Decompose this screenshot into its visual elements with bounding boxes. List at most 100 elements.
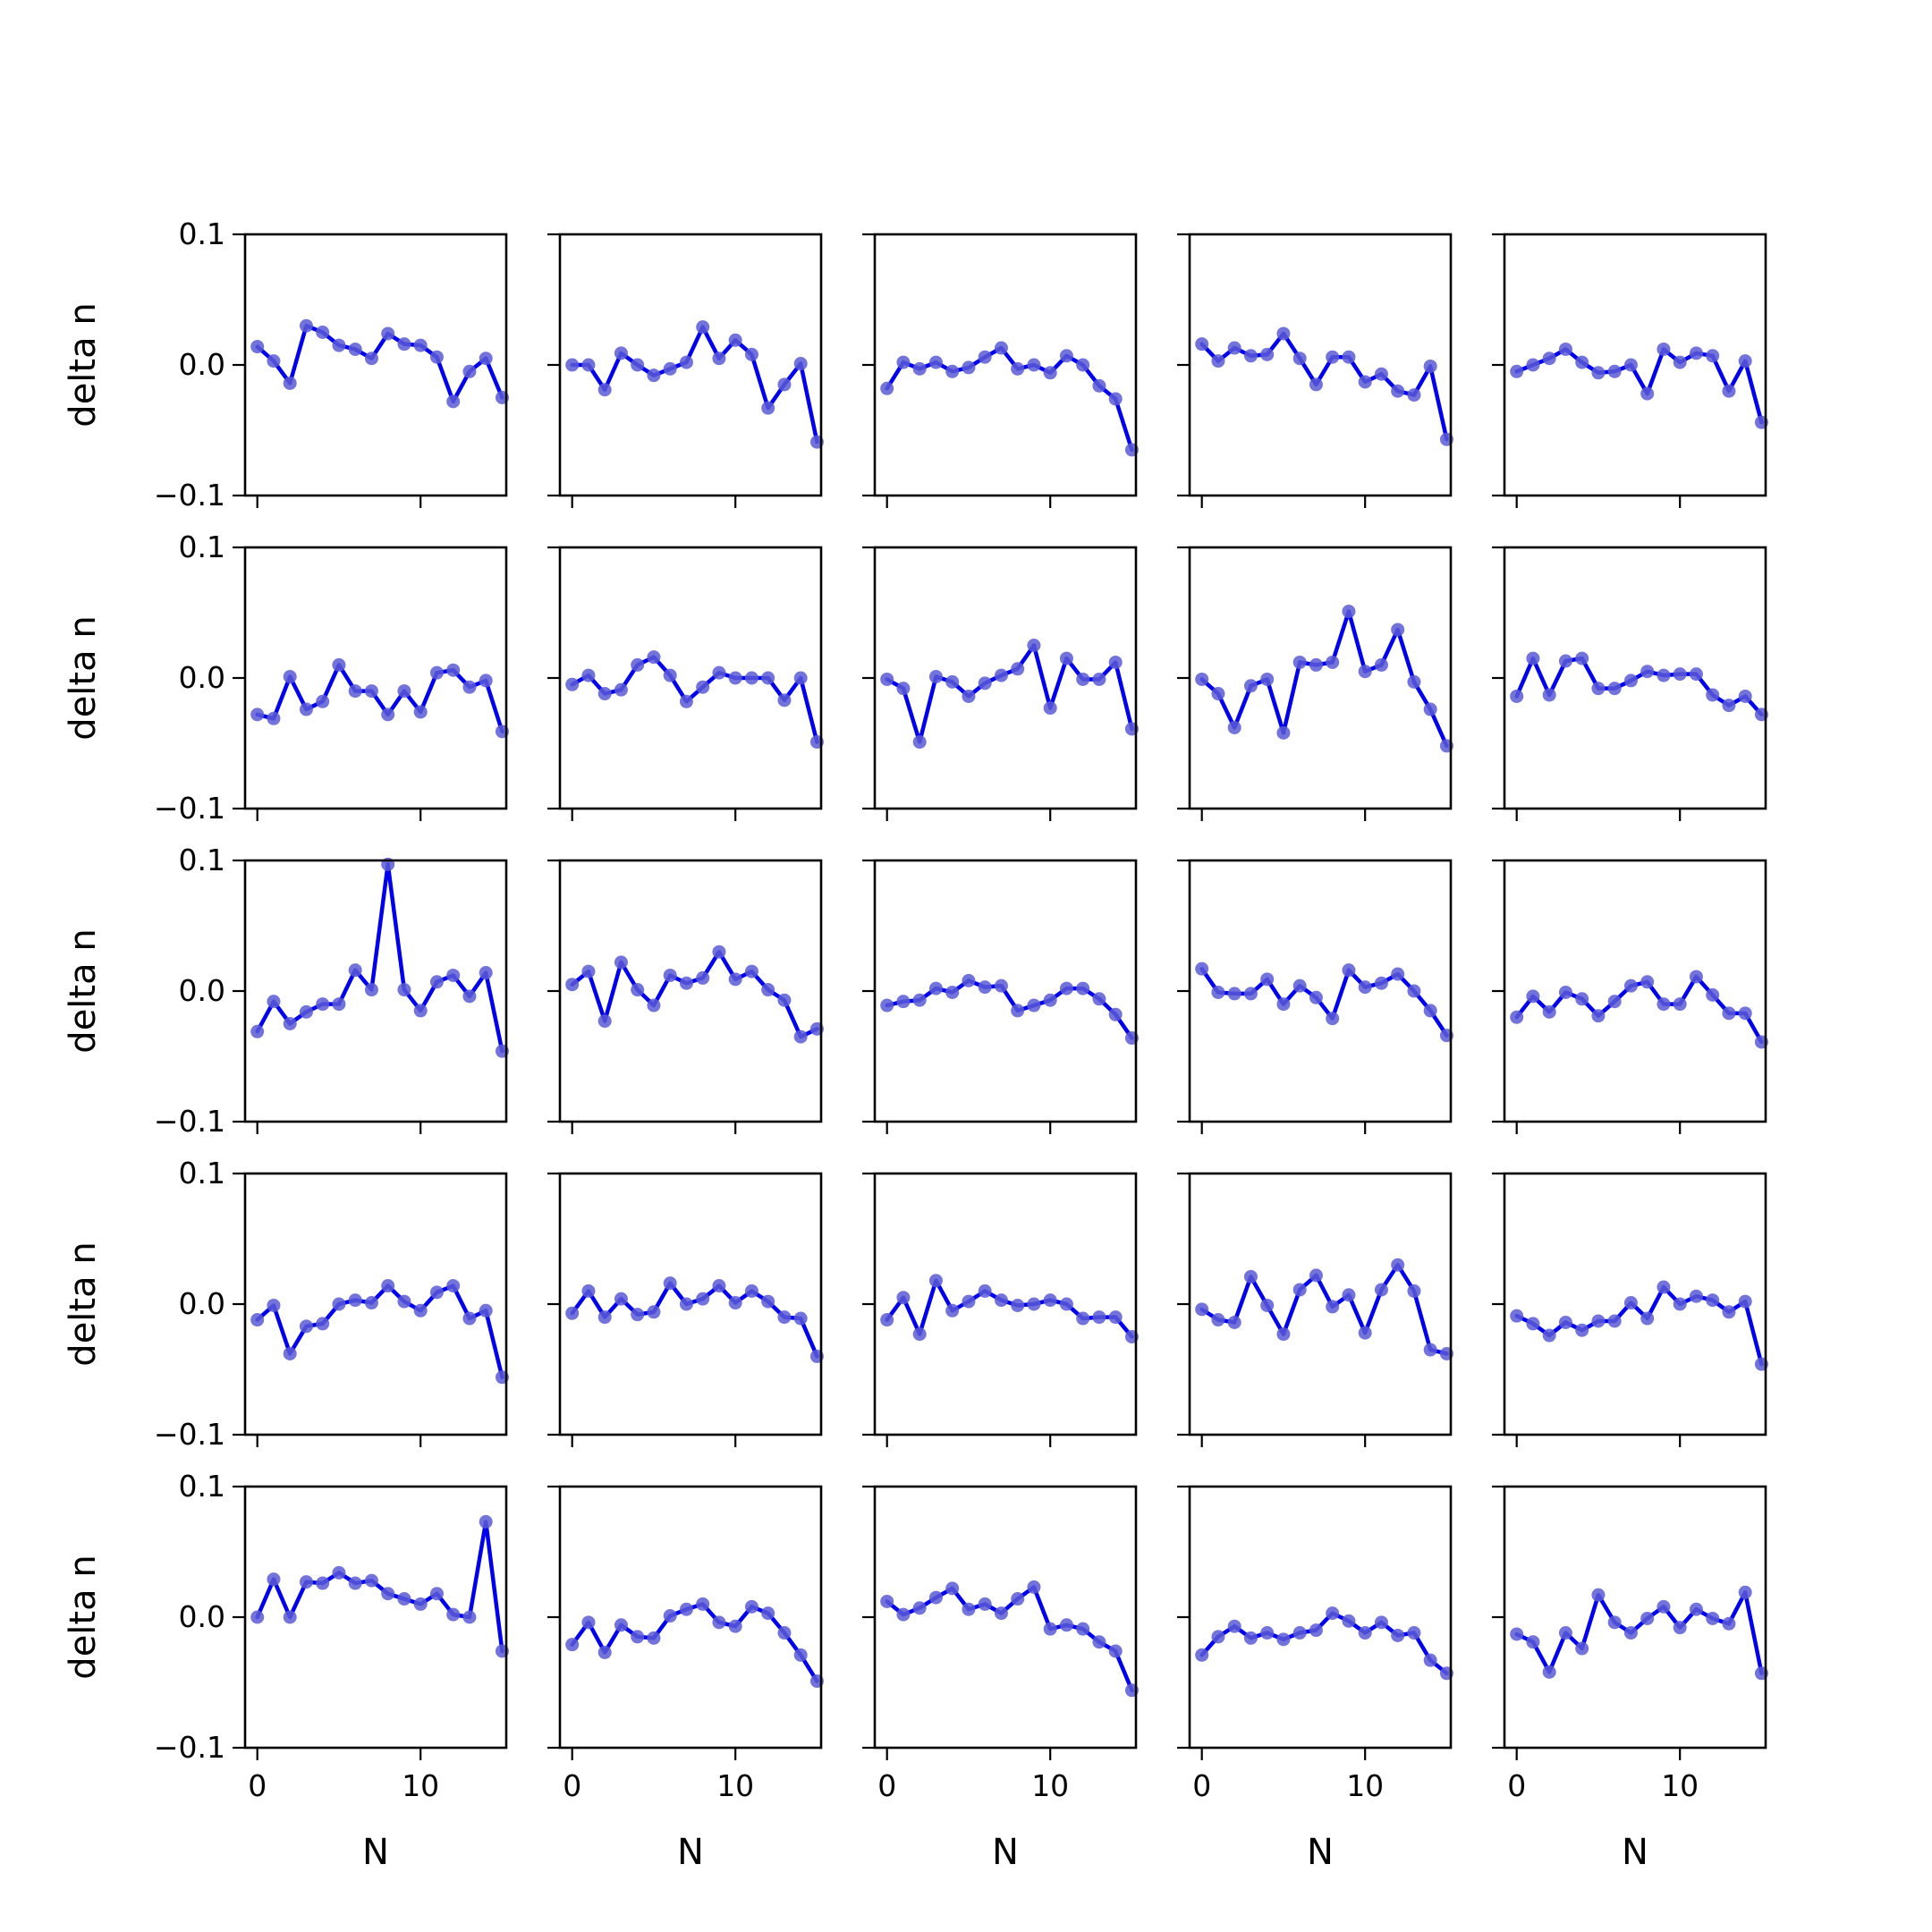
data-point: [1108, 1007, 1123, 1021]
data-point: [712, 665, 726, 680]
subplot-4-3: 0 10 N: [1177, 1485, 1453, 1873]
data-point: [761, 1606, 775, 1621]
series-line: [255, 862, 504, 1054]
data-point: [777, 993, 792, 1007]
data-point: [316, 997, 330, 1012]
data-point: [1309, 377, 1323, 392]
data-point: [1027, 639, 1041, 652]
subplot-0-3: [1177, 233, 1453, 508]
x-axis-label: N: [1307, 1832, 1334, 1873]
subplot-1-4: [1492, 546, 1768, 821]
data-point: [1722, 1616, 1736, 1631]
data-point: [1689, 346, 1703, 360]
data-point: [283, 1017, 297, 1030]
data-point: [565, 1306, 580, 1320]
data-point: [597, 1310, 612, 1325]
data-point: [1673, 997, 1687, 1012]
data-point: [945, 674, 960, 689]
data-point: [1391, 1628, 1405, 1642]
data-point: [381, 1279, 395, 1293]
x-tick-label: 0: [563, 1768, 581, 1803]
data-point: [250, 1313, 265, 1327]
data-point: [978, 1597, 992, 1611]
y-tick-label: 0.0: [179, 347, 225, 382]
series-line: [570, 949, 819, 1039]
data-point: [647, 369, 661, 383]
data-point: [479, 1514, 493, 1529]
data-point: [1374, 367, 1388, 381]
x-axis-label: N: [362, 1832, 389, 1873]
data-point: [462, 364, 477, 378]
data-point: [1738, 354, 1752, 369]
data-point: [962, 1602, 976, 1616]
data-point: [896, 355, 911, 369]
data-point: [397, 983, 411, 997]
series-line: [1514, 656, 1764, 717]
data-point: [316, 1317, 330, 1331]
data-point: [250, 340, 265, 354]
y-axis-label: delta n: [63, 615, 104, 740]
data-point: [1423, 359, 1437, 373]
data-point: [1706, 688, 1720, 702]
data-point: [429, 350, 444, 364]
data-point: [332, 1565, 346, 1580]
subplot-3-1: [547, 1172, 824, 1447]
data-point: [1309, 990, 1323, 1004]
data-point: [1195, 672, 1209, 686]
data-point: [1243, 349, 1258, 363]
subplot-grid: −0.1 0.0 0.1 delta n −0.1 0.0 0.1 delta n −0.1 0.…: [63, 216, 1768, 1873]
data-point: [581, 358, 596, 372]
data-point: [1623, 1626, 1638, 1640]
data-point: [1738, 1585, 1752, 1599]
data-point: [1591, 682, 1606, 696]
data-point: [1640, 386, 1655, 401]
subplot-2-2: [862, 859, 1139, 1134]
data-point: [614, 1618, 628, 1632]
data-point: [663, 361, 677, 376]
data-point: [1558, 1626, 1572, 1640]
data-point: [1195, 1648, 1209, 1662]
data-point: [880, 672, 894, 686]
data-point: [1195, 962, 1209, 976]
x-axis-label: N: [1622, 1832, 1648, 1873]
y-tick-label: 0.0: [179, 973, 225, 1008]
data-point: [1027, 998, 1041, 1013]
data-point: [1108, 392, 1123, 406]
data-point: [1309, 657, 1323, 672]
data-point: [1374, 1283, 1388, 1297]
data-point: [1043, 701, 1057, 716]
data-point: [381, 326, 395, 341]
data-point: [479, 1303, 493, 1318]
data-point: [744, 671, 758, 685]
data-point: [1607, 364, 1622, 378]
series-line: [1199, 1262, 1449, 1356]
subplot-3-0: −0.1 0.0 0.1 delta n: [63, 1156, 509, 1452]
data-point: [1211, 687, 1225, 701]
data-point: [777, 1626, 792, 1640]
data-point: [631, 983, 645, 997]
data-point: [1227, 1315, 1241, 1329]
data-point: [1722, 1006, 1736, 1021]
data-point: [1423, 1343, 1437, 1357]
data-point: [1689, 1602, 1703, 1616]
data-point: [978, 980, 992, 995]
data-point: [267, 1298, 281, 1312]
y-tick-label: 0.1: [179, 530, 225, 564]
data-point: [614, 682, 628, 697]
data-point: [614, 955, 628, 970]
subplot-2-0: −0.1 0.0 0.1 delta n: [63, 843, 509, 1139]
data-point: [283, 1610, 297, 1624]
data-point: [413, 705, 428, 719]
data-point: [1195, 337, 1209, 352]
y-tick-label: −0.1: [154, 791, 225, 826]
data-point: [1640, 665, 1655, 679]
data-point: [429, 1587, 444, 1601]
data-point: [1292, 352, 1307, 366]
data-point: [1326, 350, 1340, 364]
data-point: [348, 1293, 362, 1308]
data-point: [663, 968, 677, 982]
data-point: [364, 352, 378, 366]
data-point: [1011, 662, 1025, 676]
data-point: [299, 1004, 313, 1019]
subplot-1-2: [862, 546, 1139, 821]
